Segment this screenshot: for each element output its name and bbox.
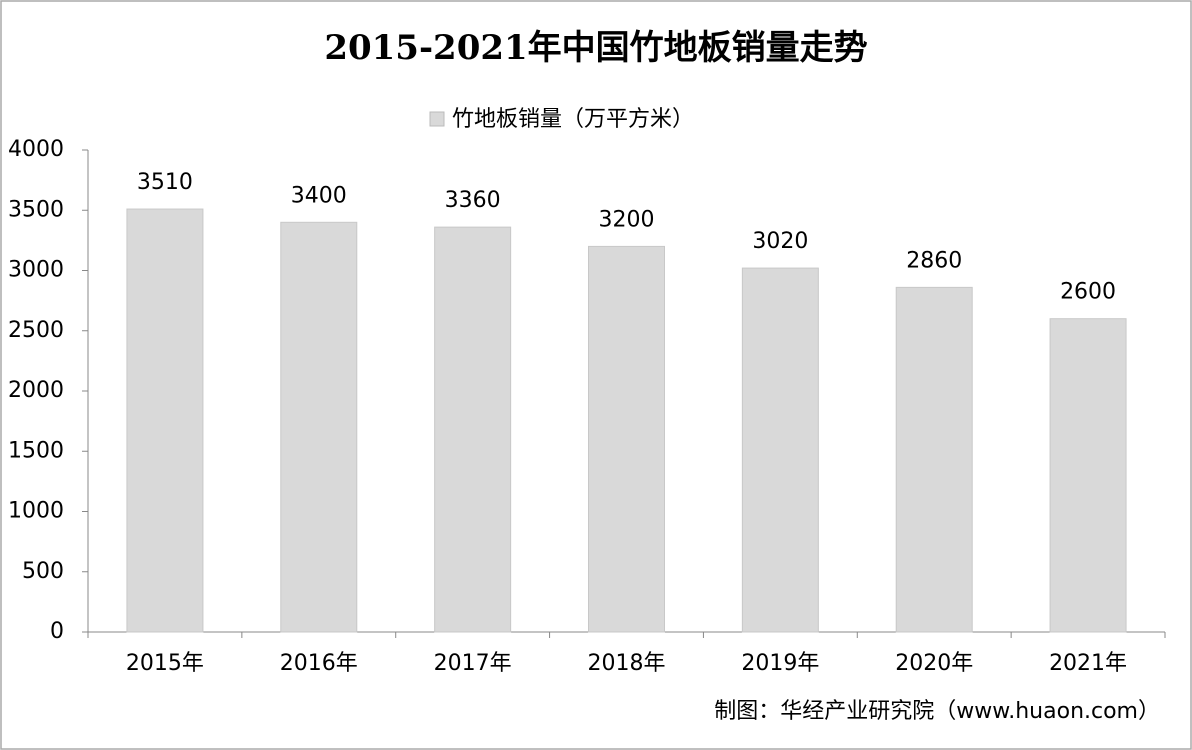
x-tick-label: 2020年 <box>895 651 973 676</box>
chart-title: 2015-2021年中国竹地板销量走势 <box>324 28 867 68</box>
y-tick-label: 3000 <box>8 258 64 283</box>
bar <box>126 208 204 633</box>
data-label: 2860 <box>906 248 962 273</box>
y-tick-label: 3500 <box>8 197 64 222</box>
bar <box>588 245 665 633</box>
y-tick-label: 2500 <box>8 318 64 343</box>
data-label: 3360 <box>445 188 501 213</box>
y-tick-label: 0 <box>50 619 64 644</box>
x-tick-label: 2015年 <box>126 651 204 676</box>
data-label: 3510 <box>137 170 193 195</box>
bar <box>741 267 819 633</box>
data-label: 2600 <box>1060 280 1116 305</box>
data-label: 3020 <box>752 229 808 254</box>
x-tick-label: 2017年 <box>434 651 512 676</box>
y-tick-label: 1500 <box>8 438 64 463</box>
x-tick-label: 2021年 <box>1049 651 1127 676</box>
y-tick-label: 2000 <box>8 378 64 403</box>
x-tick-label: 2019年 <box>741 651 819 676</box>
y-tick-label: 4000 <box>8 137 64 162</box>
x-tick-label: 2016年 <box>280 651 358 676</box>
bar <box>434 226 512 633</box>
bar <box>895 286 973 633</box>
bar <box>280 221 358 633</box>
y-tick-label: 500 <box>22 559 64 584</box>
data-label: 3200 <box>599 207 655 232</box>
legend-swatch <box>429 111 445 127</box>
source-note: 制图：华经产业研究院（www.huaon.com） <box>714 699 1160 724</box>
bar <box>1049 318 1127 633</box>
y-tick-label: 1000 <box>8 499 64 524</box>
data-label: 3400 <box>291 183 347 208</box>
x-tick-label: 2018年 <box>588 651 666 676</box>
legend-label: 竹地板销量（万平方米） <box>452 107 694 132</box>
